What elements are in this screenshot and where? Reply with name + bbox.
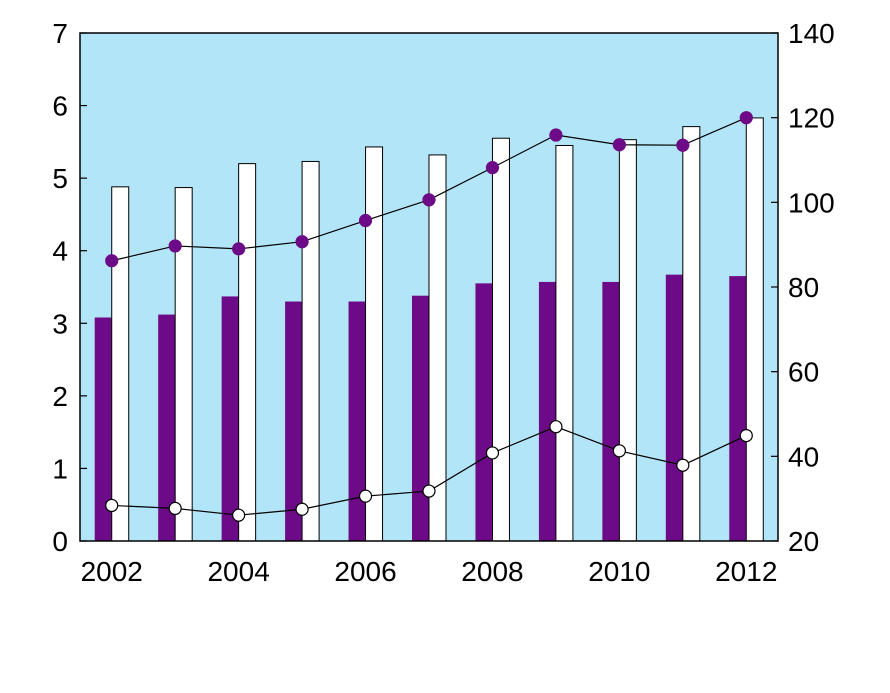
bar-purple: [729, 276, 747, 541]
point-filled: [485, 161, 500, 175]
point-open: [105, 498, 119, 513]
bar-white: [491, 137, 510, 542]
x-tick-label: 2010: [588, 556, 650, 587]
x-axis: 2002 2004 2006 2008 2010 2012: [81, 556, 778, 587]
point-open: [485, 446, 500, 460]
x-tick-label: 2006: [334, 556, 396, 587]
bar-purple: [94, 317, 112, 541]
point-filled: [676, 138, 690, 152]
bar-white: [745, 117, 764, 542]
bar-purple: [538, 281, 556, 541]
right-tick-label: 140: [788, 18, 835, 49]
x-tick-label: 2012: [715, 556, 777, 587]
point-filled: [168, 239, 182, 253]
bar-purple: [285, 301, 303, 541]
right-tick-label: 40: [788, 441, 819, 472]
bar-white: [618, 139, 637, 542]
right-tick-label: 20: [788, 526, 819, 557]
point-filled: [739, 111, 753, 125]
bar-purple: [348, 301, 366, 541]
x-tick-label: 2004: [207, 556, 269, 587]
point-open: [739, 428, 753, 443]
bar-white: [428, 154, 447, 542]
point-filled: [105, 254, 119, 268]
bar-white: [682, 126, 701, 542]
left-axis: 0 1 2 3 4 5 6 7: [52, 18, 87, 557]
x-tick-label: 2002: [81, 556, 143, 587]
point-open: [295, 502, 309, 516]
left-tick-label: 0: [52, 526, 68, 557]
point-filled: [295, 235, 309, 249]
left-tick-label: 7: [52, 18, 68, 49]
point-filled: [232, 242, 246, 256]
left-tick-label: 1: [52, 453, 68, 484]
point-open: [549, 420, 563, 434]
x-tick-label: 2008: [461, 556, 523, 587]
bar-purple: [158, 314, 176, 541]
point-open: [612, 444, 626, 458]
bar-white: [238, 163, 257, 542]
bar-layer: [94, 117, 764, 542]
point-open: [358, 489, 373, 503]
bar-purple: [602, 281, 620, 541]
point-filled: [549, 128, 563, 142]
marker-layer: [105, 111, 753, 522]
bar-purple: [665, 274, 683, 541]
left-tick-label: 3: [52, 308, 68, 339]
bar-white: [301, 160, 320, 542]
point-open: [676, 458, 690, 472]
left-tick-label: 5: [52, 163, 68, 194]
bar-purple: [221, 296, 239, 541]
bar-purple: [475, 283, 493, 541]
point-open: [232, 508, 246, 522]
bar-white: [555, 144, 574, 542]
point-filled: [422, 193, 436, 207]
point-filled: [358, 213, 373, 228]
right-tick-label: 120: [788, 103, 835, 134]
left-tick-label: 2: [52, 381, 68, 412]
point-open: [422, 484, 436, 498]
left-tick-label: 4: [52, 236, 68, 267]
left-tick-label: 6: [52, 91, 68, 122]
bar-white: [365, 146, 384, 542]
right-tick-label: 80: [788, 272, 819, 303]
point-filled: [612, 138, 626, 152]
bar-purple: [412, 295, 429, 541]
right-axis: 20 40 60 80 100 120 140: [771, 18, 835, 557]
right-tick-label: 60: [788, 357, 819, 388]
bar-white: [111, 186, 130, 542]
point-open: [168, 501, 182, 516]
right-tick-label: 100: [788, 187, 835, 218]
